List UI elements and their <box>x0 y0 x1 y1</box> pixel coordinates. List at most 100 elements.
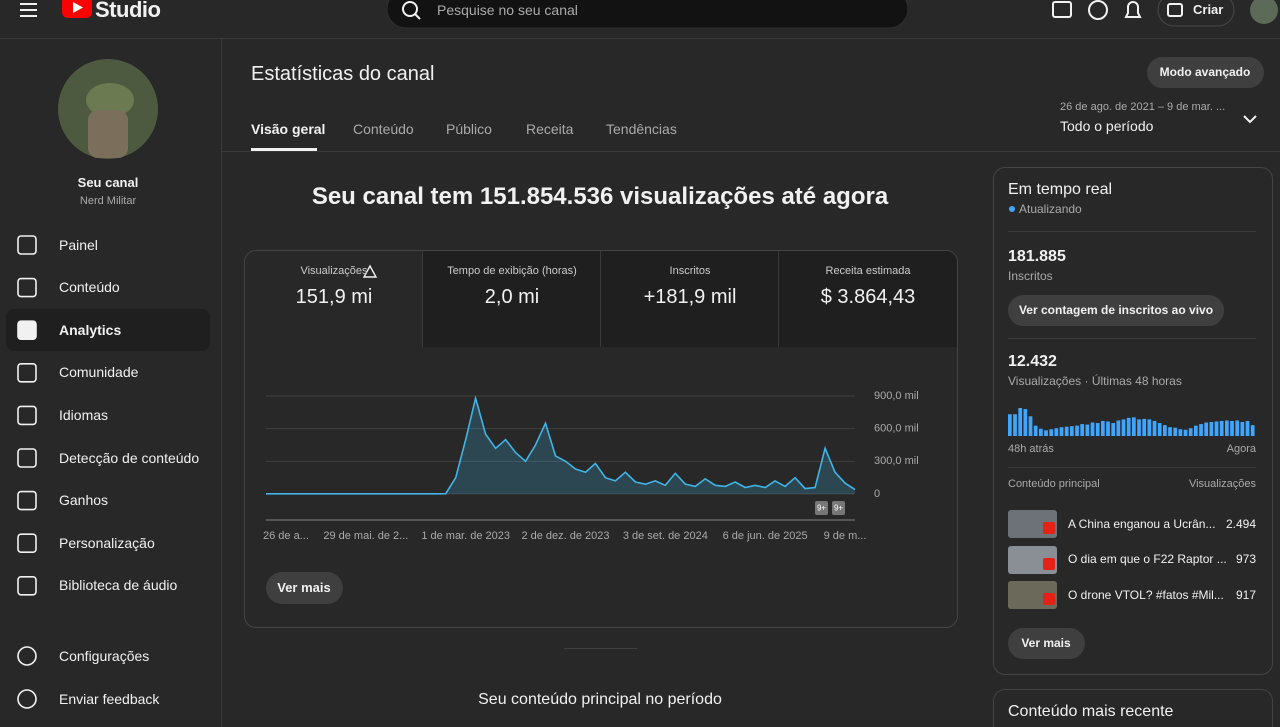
notifications-icon[interactable] <box>1124 1 1142 18</box>
metric-value: 2,0 mi <box>484 286 540 308</box>
metric-value: +181,9 mil <box>643 286 737 308</box>
x-tick-label: 3 de set. de 2024 <box>623 530 708 542</box>
metric-value: 151,9 mi <box>295 286 373 308</box>
recent-title: Conteúdo mais recente <box>1008 703 1174 721</box>
content-header: Conteúdo principal <box>1008 478 1100 491</box>
x-tick-label: 29 de mai. de 2... <box>323 530 408 542</box>
nav-item[interactable]: Detecção de conteúdo <box>59 449 200 466</box>
channel-avatar-body <box>88 110 128 158</box>
bar <box>1023 409 1028 436</box>
bar <box>1080 424 1085 436</box>
create-label[interactable]: Criar <box>1193 2 1224 18</box>
metric-tile[interactable] <box>245 251 423 347</box>
subscriber-count: 181.885 <box>1008 248 1066 266</box>
more-label[interactable]: Ver mais <box>1021 635 1071 650</box>
period-chevron[interactable] <box>1243 115 1257 124</box>
nav-icon <box>17 320 37 341</box>
more-label[interactable]: Ver mais <box>277 580 331 596</box>
live-button[interactable] <box>1008 295 1224 326</box>
divider <box>1008 338 1256 339</box>
bar <box>1225 420 1229 436</box>
search-box[interactable] <box>386 0 909 29</box>
tab[interactable]: Tendências <box>606 120 677 137</box>
logo-play <box>73 2 83 13</box>
y-tick-label: 0 <box>874 488 880 500</box>
bar <box>1209 422 1214 436</box>
bar <box>1214 421 1219 436</box>
more-button[interactable] <box>1008 628 1085 659</box>
advanced-label[interactable]: Modo avançado <box>1159 64 1251 79</box>
live-button-label[interactable]: Ver contagem de inscritos ao vivo <box>1018 302 1214 317</box>
bar <box>1116 420 1121 436</box>
create-icon <box>1167 3 1183 17</box>
search-placeholder: Pesquise no seu canal <box>437 1 578 18</box>
date-range: 26 de ago. de 2021 – 9 de mar. ... <box>1060 101 1226 114</box>
bar <box>1028 416 1033 436</box>
nav-item[interactable]: Comunidade <box>59 364 139 381</box>
nav-item[interactable]: Enviar feedback <box>59 690 160 707</box>
tab[interactable]: Visão geral <box>251 120 326 137</box>
views-label: Visualizações · Últimas 48 horas <box>1008 373 1182 388</box>
more-button[interactable] <box>266 572 343 604</box>
metric-tile[interactable] <box>601 251 779 347</box>
nav-item[interactable]: Analytics <box>59 321 122 338</box>
bar <box>1059 427 1064 436</box>
help-icon[interactable] <box>1088 0 1108 20</box>
nav-item[interactable]: Configurações <box>59 647 150 664</box>
search-icon-handle <box>414 13 421 20</box>
area-fill <box>266 398 855 494</box>
page-title: Estatísticas do canal <box>251 63 435 85</box>
channel-label[interactable]: Seu canal <box>77 175 139 191</box>
tab[interactable]: Conteúdo <box>353 120 414 137</box>
nav-icon <box>17 277 37 298</box>
menu-icon[interactable] <box>20 3 37 17</box>
nav-item[interactable]: Personalização <box>59 534 155 551</box>
bar <box>1049 429 1054 436</box>
x-tick-label: 6 de jun. de 2025 <box>723 530 808 542</box>
bar <box>1064 426 1069 436</box>
nav-icon <box>17 448 37 468</box>
content-title[interactable]: O drone VTOL? #fatos #Mil... <box>1068 587 1224 602</box>
headline: Seu canal tem 151.854.536 visualizações … <box>311 182 889 210</box>
nav-item[interactable]: Biblioteca de áudio <box>59 577 178 594</box>
section-title: Seu conteúdo principal no período <box>478 691 722 709</box>
subscriber-label: Inscritos <box>1008 268 1053 283</box>
nav-icon <box>17 235 37 255</box>
metric-tile[interactable] <box>779 251 957 347</box>
tab[interactable]: Público <box>446 120 492 137</box>
bar <box>1142 418 1147 436</box>
nav-item[interactable]: Painel <box>59 236 98 253</box>
nav-item[interactable]: Idiomas <box>59 407 109 423</box>
account-avatar[interactable] <box>1250 0 1278 24</box>
y-tick-label: 600,0 mil <box>874 423 919 435</box>
feedback-icon[interactable] <box>1052 1 1072 18</box>
line <box>266 395 856 495</box>
create-button[interactable] <box>1157 0 1235 27</box>
thumbnail-badge <box>1043 593 1055 605</box>
bar <box>1090 422 1095 436</box>
bar <box>1054 428 1059 436</box>
nav-item[interactable]: Ganhos <box>59 492 109 509</box>
y-tick-label: 900,0 mil <box>874 390 919 402</box>
nav-item[interactable]: Conteúdo <box>59 279 120 296</box>
metric-label: Inscritos <box>669 265 711 278</box>
content-title[interactable]: A China enganou a Ucrân... <box>1068 516 1216 531</box>
bar <box>1008 414 1012 436</box>
bar <box>1085 424 1090 436</box>
views-header: Visualizações <box>1188 478 1256 491</box>
metric-tile[interactable] <box>423 251 601 347</box>
tab[interactable]: Receita <box>526 120 574 137</box>
bar <box>1199 424 1203 436</box>
bar <box>1183 429 1188 436</box>
bar <box>1013 414 1017 436</box>
bar <box>1070 426 1074 436</box>
thumbnail-badge <box>1043 557 1055 570</box>
bar <box>1157 423 1162 436</box>
bar <box>1147 419 1152 436</box>
warning-icon <box>362 264 378 278</box>
content-views: 2.494 <box>1225 516 1256 531</box>
content-title[interactable]: O dia em que o F22 Raptor ... <box>1068 552 1227 567</box>
advanced-button[interactable] <box>1147 57 1264 88</box>
period-label[interactable]: Todo o período <box>1060 117 1154 134</box>
